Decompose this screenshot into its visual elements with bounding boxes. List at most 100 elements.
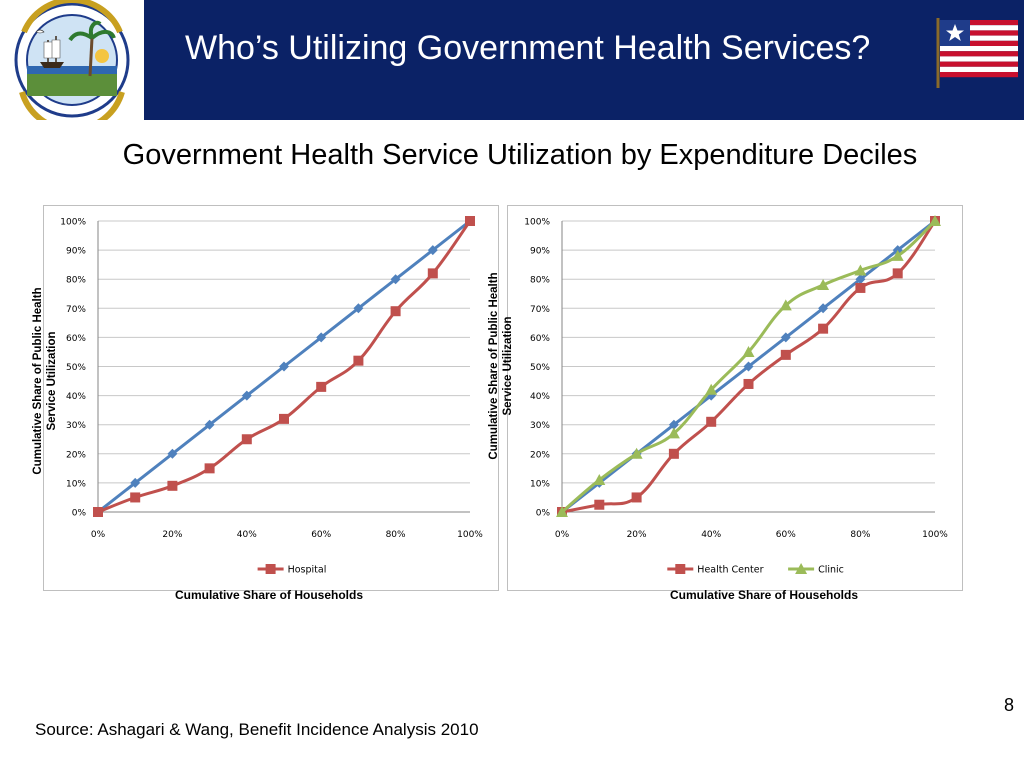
hospital-series-point-3: [204, 463, 215, 474]
flag-stripe: [940, 30, 1018, 36]
y-tick-label: 80%: [530, 276, 550, 286]
clinic-series-point-4: [705, 383, 718, 395]
chart-health-center-clinic: 0% 10% 20% 30% 40% 50% 60% 70% 80% 90% 100% 0% 20% 40…: [524, 215, 948, 576]
flag-stripe: [940, 20, 1018, 26]
x-tick-label: 60%: [311, 530, 331, 540]
clinic-series-point-7: [817, 279, 830, 291]
equality-series-point-7: [818, 303, 829, 314]
x-tick-label: 0%: [555, 530, 570, 540]
hospital-series-point-8: [390, 306, 401, 317]
source-citation: Source: Ashagari & Wang, Benefit Inciden…: [35, 720, 479, 739]
equality-series-point-5: [279, 361, 289, 372]
y-axis-label-left: Cumulative Share of Public Health Servic…: [32, 287, 58, 475]
y-tick-label: 10%: [530, 479, 550, 489]
flag-stripe: [940, 35, 1018, 41]
flag-stripe: [940, 66, 1018, 72]
y-tick-label: 50%: [530, 363, 550, 373]
y-tick-label: 20%: [530, 450, 550, 460]
y-tick-label: 0%: [72, 509, 87, 519]
y-tick-label: 70%: [66, 305, 86, 315]
equality-series-point-3: [668, 419, 679, 430]
hospital-series-point-4: [241, 434, 252, 445]
equality-series-point-1: [130, 477, 141, 488]
y-tick-label: 30%: [530, 421, 550, 431]
clinic-series-point-5: [742, 345, 755, 357]
chart-panel-hospital: 0% 10% 20% 30% 40% 50% 60% 70% 80% 90% 100% 0% 20% 40…: [43, 205, 499, 591]
hospital-series-point-1: [130, 492, 141, 503]
hospital-series-point-6: [316, 381, 327, 392]
y-tick-label: 10%: [66, 479, 86, 489]
equality-series-point-3: [204, 419, 215, 430]
y-tick-label: 50%: [66, 363, 86, 373]
flag-stripe: [940, 25, 1018, 31]
clinic-series-point-3: [667, 427, 680, 439]
legend-label-hospital: Hospital: [288, 565, 327, 576]
legend-clinic-point-legend: [795, 563, 808, 574]
x-axis-label-left: Cumulative Share of Households: [174, 588, 364, 602]
x-tick-label: 20%: [162, 530, 182, 540]
x-tick-label: 80%: [386, 530, 406, 540]
equality-series-point-4: [241, 390, 252, 401]
flag-stripe: [940, 72, 1018, 78]
liberia-seal-icon: [14, 0, 130, 133]
x-tick-label: 80%: [850, 530, 870, 540]
y-tick-label: 100%: [524, 218, 550, 228]
page-number: 8: [1003, 695, 1014, 715]
clinic-series-point-2: [630, 447, 643, 459]
equality-series-point-6: [316, 332, 327, 343]
health-center-series-point-6: [780, 349, 791, 360]
x-tick-label: 0%: [91, 530, 106, 540]
flag-stripe: [940, 51, 1018, 57]
equality-series-point-8: [855, 274, 866, 285]
x-tick-label: 60%: [776, 530, 796, 540]
header-bar: Who’s Utilizing Government Health Servic…: [0, 0, 1024, 133]
y-tick-label: 100%: [60, 218, 86, 228]
y-tick-label: 30%: [66, 421, 86, 431]
x-tick-label: 100%: [457, 530, 483, 540]
hospital-series-point-10: [465, 216, 475, 226]
health-center-series-point-5: [743, 378, 754, 389]
legend-health-center-point-legend: [675, 564, 686, 574]
y-axis-label-right: Cumulative Share of Public Health Servic…: [488, 272, 514, 460]
flag-stripe: [940, 61, 1018, 67]
x-tick-label: 20%: [627, 530, 647, 540]
health-center-series-point-2: [631, 492, 642, 503]
y-tick-label: 60%: [530, 334, 550, 344]
clinic-series-point-6: [779, 299, 792, 311]
equality-series-point-6: [780, 332, 791, 343]
x-tick-label: 40%: [701, 530, 721, 540]
health-center-series-point-7: [818, 323, 829, 334]
x-tick-label: 100%: [922, 530, 948, 540]
equality-series-point-8: [390, 274, 401, 285]
legend-label-health-center: Health Center: [697, 565, 763, 576]
y-tick-label: 90%: [530, 247, 550, 257]
hospital-series-point-0: [93, 507, 103, 517]
legend-label-clinic: Clinic: [818, 565, 844, 576]
health-center-series-point-3: [668, 448, 679, 459]
legend-hospital-point-legend: [265, 564, 276, 574]
y-tick-label: 40%: [530, 392, 550, 402]
equality-series-point-7: [353, 303, 364, 314]
clinic-series-point-1: [593, 473, 606, 485]
hospital-series-point-7: [353, 355, 364, 366]
flag-stripe: [940, 46, 1018, 52]
clinic-series-point-10: [929, 215, 941, 226]
clinic-series-point-0: [556, 506, 568, 517]
flag-stripe: [940, 40, 1018, 46]
liberia-flag-icon: [936, 18, 1018, 88]
y-tick-label: 20%: [66, 450, 86, 460]
y-tick-label: 40%: [66, 392, 86, 402]
hospital-series-point-2: [167, 480, 178, 491]
y-tick-label: 90%: [66, 247, 86, 257]
chart-panel-health-center-clinic: 0% 10% 20% 30% 40% 50% 60% 70% 80% 90% 100% 0% 20% 40…: [507, 205, 963, 591]
equality-series-point-2: [167, 448, 178, 459]
health-center-series-point-9: [892, 268, 903, 279]
health-center-series-point-8: [855, 282, 866, 293]
hospital-series-point-5: [279, 413, 289, 424]
header-title: Who’s Utilizing Government Health Servic…: [185, 29, 871, 67]
health-center-series-point-4: [706, 416, 717, 427]
flag-stripe: [940, 56, 1018, 62]
chart-hospital: 0% 10% 20% 30% 40% 50% 60% 70% 80% 90% 100% 0% 20% 40…: [60, 216, 483, 576]
equality-series-point-5: [743, 361, 754, 372]
y-tick-label: 70%: [530, 305, 550, 315]
